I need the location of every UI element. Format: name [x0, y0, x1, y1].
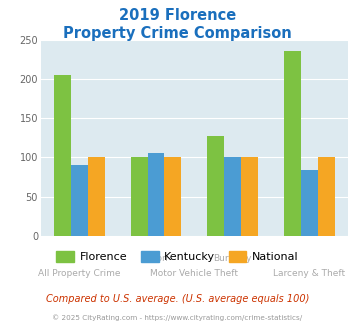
Bar	[71, 165, 88, 236]
Bar	[131, 157, 148, 236]
Text: 2019 Florence: 2019 Florence	[119, 8, 236, 23]
Bar	[284, 51, 301, 236]
Bar	[301, 170, 318, 236]
Text: Compared to U.S. average. (U.S. average equals 100): Compared to U.S. average. (U.S. average …	[46, 294, 309, 304]
Bar	[241, 157, 258, 236]
Bar	[148, 153, 164, 236]
Bar	[318, 157, 335, 236]
Text: All Property Crime: All Property Crime	[38, 269, 120, 278]
Legend: Florence, Kentucky, National: Florence, Kentucky, National	[52, 247, 303, 267]
Bar	[164, 157, 181, 236]
Bar	[88, 157, 104, 236]
Text: Arson: Arson	[143, 254, 169, 263]
Bar	[224, 157, 241, 236]
Text: Larceny & Theft: Larceny & Theft	[273, 269, 345, 278]
Bar	[54, 75, 71, 236]
Bar	[207, 136, 224, 236]
Text: Burglary: Burglary	[213, 254, 252, 263]
Text: © 2025 CityRating.com - https://www.cityrating.com/crime-statistics/: © 2025 CityRating.com - https://www.city…	[53, 314, 302, 321]
Text: Motor Vehicle Theft: Motor Vehicle Theft	[151, 269, 238, 278]
Text: Property Crime Comparison: Property Crime Comparison	[63, 26, 292, 41]
